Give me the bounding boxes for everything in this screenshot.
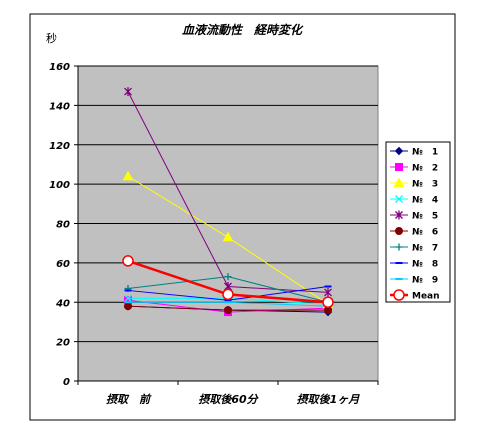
y-tick-label: 20: [56, 338, 70, 349]
axes: [74, 65, 379, 385]
legend-marker: [393, 289, 405, 301]
legend-label: № 8: [412, 260, 438, 270]
legend-label: № 9: [412, 276, 438, 286]
legend-label: № 6: [412, 228, 438, 238]
data-point: [224, 273, 232, 281]
x-tick-label: 摂取 前: [106, 393, 152, 406]
data-point: [222, 231, 234, 242]
legend-label: № 1: [412, 148, 438, 158]
x-tick-label: 摂取後1ヶ月: [297, 393, 361, 406]
data-point: [222, 288, 234, 301]
legend-label: Mean: [412, 292, 440, 302]
legend-label: № 2: [412, 164, 438, 174]
data-point: [124, 294, 132, 303]
y-tick-label: 140: [49, 101, 70, 112]
legend-marker: [395, 163, 403, 171]
y-tick-labels: 0 20 40 60 80 100 120 140 160: [49, 62, 70, 388]
legend-marker: [395, 210, 403, 220]
y-tick-label: 100: [49, 180, 70, 191]
x-tick-label: 摂取後60分: [198, 393, 259, 406]
data-point: [124, 87, 132, 97]
y-axis-label: 秒: [46, 31, 57, 45]
legend-marker: [393, 177, 405, 187]
series-lines: [122, 87, 334, 317]
y-tick-label: 80: [56, 220, 70, 231]
data-point: [124, 302, 132, 311]
legend-marker: [394, 146, 404, 156]
legend-label: № 7: [412, 244, 438, 254]
legend-marker: [395, 243, 403, 251]
legend-label: № 4: [412, 196, 438, 206]
x-tick-labels: 摂取 前 摂取後60分 摂取後1ヶ月: [106, 393, 360, 406]
data-point: [324, 287, 332, 297]
y-tick-label: 60: [56, 259, 70, 270]
y-tick-label: 120: [49, 141, 70, 152]
chart-title: 血液流動性 経時変化: [182, 23, 304, 37]
legend-marker: [395, 227, 403, 235]
legend-label: № 3: [412, 180, 438, 190]
y-tick-label: 0: [63, 377, 70, 388]
legend: № 1 № 2 № 3 № 4 № 5 № 6 № 7 № 8 № 9 Mean: [385, 141, 451, 303]
data-point: [122, 255, 134, 267]
data-point: [224, 306, 232, 315]
y-tick-label: 40: [55, 298, 70, 309]
data-point: [122, 170, 134, 181]
y-tick-label: 160: [49, 62, 70, 73]
data-point: [322, 296, 334, 308]
legend-marker: [395, 195, 403, 203]
legend-label: № 5: [412, 212, 438, 222]
